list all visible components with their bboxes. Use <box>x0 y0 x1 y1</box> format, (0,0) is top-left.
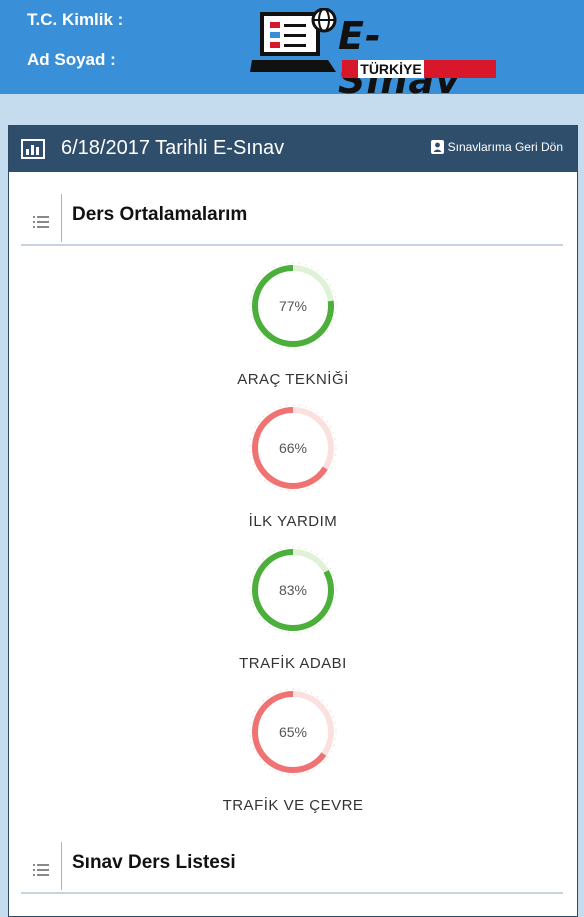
percent-label: 66% <box>278 440 308 456</box>
exam-list-section-title: Sınav Ders Listesi <box>72 852 236 873</box>
percent-label: 77% <box>278 298 308 314</box>
subject-name: İLK YARDIM <box>248 513 338 530</box>
logo-subtitle-bar: TÜRKİYE <box>342 60 496 78</box>
gauge-trafik-ve-cevre: 65% <box>249 688 337 776</box>
progress-ring <box>249 546 337 634</box>
subject-name: TRAFİK VE ÇEVRE <box>222 797 364 814</box>
app-header: T.C. Kimlik : Ad Soyad : E-Sınav TÜRKİYE <box>0 0 584 102</box>
user-card-icon <box>430 140 444 154</box>
progress-ring <box>249 262 337 350</box>
list-icon <box>33 864 49 876</box>
back-to-exams-link[interactable]: Sınavlarıma Geri Dön <box>430 140 563 154</box>
laptop-icon <box>250 8 337 72</box>
tc-kimlik-label: T.C. Kimlik : <box>27 10 124 29</box>
gauge-trafik-adabi: 83% <box>249 546 337 634</box>
card-header: 6/18/2017 Tarihli E-Sınav Sınavlarıma Ge… <box>9 126 577 172</box>
section-divider <box>61 842 62 890</box>
back-to-exams-label[interactable]: Sınavlarıma Geri Dön <box>447 140 563 154</box>
subject-name: TRAFİK ADABI <box>239 655 347 672</box>
gauge-ilk-yardim: 66% <box>249 404 337 492</box>
gauge-arac-teknigi: 77% <box>249 262 337 350</box>
ad-soyad-label: Ad Soyad : <box>27 50 116 69</box>
exam-list-section-header: Sınav Ders Listesi <box>21 842 563 894</box>
section-divider <box>61 194 62 242</box>
percent-label: 83% <box>278 582 308 598</box>
card-title: 6/18/2017 Tarihli E-Sınav <box>61 137 285 159</box>
progress-ring <box>249 688 337 776</box>
averages-section-title: Ders Ortalamalarım <box>72 204 248 225</box>
averages-section-header: Ders Ortalamalarım <box>21 194 563 246</box>
percent-label: 65% <box>278 724 308 740</box>
e-sinav-logo: E-Sınav TÜRKİYE <box>250 6 500 102</box>
subject-name: ARAÇ TEKNİĞİ <box>237 371 349 388</box>
list-icon <box>33 216 49 228</box>
exam-card: 6/18/2017 Tarihli E-Sınav Sınavlarıma Ge… <box>8 125 578 917</box>
logo-text: E-Sınav <box>338 14 461 102</box>
logo-subtitle: TÜRKİYE <box>358 60 424 78</box>
bar-chart-icon <box>21 139 45 159</box>
progress-ring <box>249 404 337 492</box>
